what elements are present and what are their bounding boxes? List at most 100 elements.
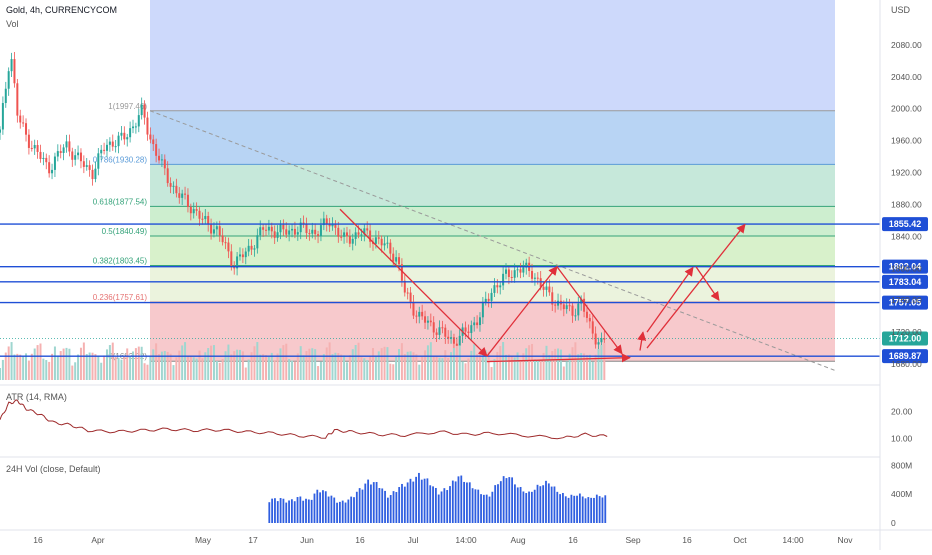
candle-body: [588, 317, 591, 322]
candle-body: [302, 222, 305, 224]
vol24-bar: [367, 479, 370, 523]
vol24-bar: [578, 493, 581, 523]
candle-body: [366, 228, 369, 231]
vol24-bar: [471, 488, 474, 523]
volume-bar: [302, 355, 305, 380]
volume-bar: [505, 354, 507, 380]
candle-body: [152, 139, 155, 145]
vol24-bar: [533, 489, 536, 523]
vol24-bar: [322, 490, 324, 523]
level-price-label: 1783.04: [889, 277, 922, 287]
candle-body: [406, 292, 409, 294]
vol24-bar: [341, 500, 344, 523]
volume-bar: [519, 359, 522, 380]
currency-label: USD: [891, 5, 911, 15]
candle-body: [392, 253, 395, 262]
candle-body: [340, 236, 343, 238]
volume-bar: [583, 353, 586, 380]
vol24-bar: [468, 482, 471, 523]
analysis-arrow: [486, 353, 631, 363]
vol24-bar: [293, 501, 296, 523]
atr-label: ATR (14, RMA): [6, 392, 67, 402]
volume-bar: [351, 349, 354, 380]
volume-bar: [48, 361, 51, 380]
fib-level-label: 0.382(1803.45): [93, 257, 148, 266]
volume-bar: [293, 361, 296, 380]
vol24-bar: [358, 488, 361, 523]
candle-body: [163, 159, 166, 169]
volume-bar: [455, 345, 458, 380]
volume-bar: [317, 366, 320, 380]
vol24-bar: [319, 492, 322, 523]
price-tick-label: 1880.00: [891, 199, 922, 209]
time-tick-label: 16: [682, 535, 692, 545]
vol24-bar: [418, 472, 420, 523]
vol24-bar: [542, 485, 545, 523]
vol24-bar: [508, 477, 511, 523]
vol24-bar: [282, 498, 285, 523]
candle-body: [403, 280, 406, 293]
vol24-bar: [389, 495, 392, 523]
volume-bar: [0, 368, 1, 380]
candle-body: [262, 227, 265, 230]
candle-body: [389, 242, 392, 254]
candle-body: [158, 155, 161, 161]
volume-bar: [137, 346, 140, 380]
volume-bar: [65, 347, 68, 380]
volume-bar: [450, 352, 453, 380]
volume-bar: [487, 351, 490, 380]
candle-body: [143, 104, 146, 118]
candle-body: [108, 141, 111, 145]
volume-bar: [594, 354, 597, 380]
vol24-bar: [415, 476, 418, 523]
volume-bar: [467, 358, 470, 380]
candle-body: [536, 277, 539, 279]
level-price-label: 1689.87: [889, 351, 922, 361]
volume-bar: [418, 364, 421, 380]
vol24-bar: [570, 494, 573, 523]
volume-bar: [424, 350, 427, 380]
volume-bar: [484, 350, 487, 380]
candle-body: [351, 238, 354, 244]
volume-bar: [103, 355, 106, 380]
volume-bar: [19, 354, 22, 380]
volume-bar: [132, 351, 135, 380]
volume-bar: [461, 361, 464, 380]
volume-bar: [74, 362, 77, 380]
candle-body: [13, 59, 16, 84]
vol24-bar: [344, 502, 347, 523]
candle-body: [74, 155, 77, 160]
candle-body: [19, 115, 22, 123]
volume-bar: [557, 348, 560, 380]
vol24-bar: [432, 486, 434, 523]
price-tick-label: 1960.00: [891, 136, 922, 146]
volume-bar: [51, 353, 54, 380]
candle-body: [267, 226, 270, 231]
candle-body: [591, 321, 594, 334]
analysis-arrow: [556, 266, 623, 355]
vol24-bar: [446, 490, 449, 523]
price-tick-label: 2000.00: [891, 104, 922, 114]
volume-bar: [363, 358, 366, 380]
candle-body: [7, 71, 10, 89]
candle-body: [276, 232, 279, 238]
candle-body: [4, 88, 7, 103]
level-price-tag: [882, 217, 928, 232]
vol24-bar: [598, 496, 601, 523]
vol24-bar: [545, 480, 547, 523]
volume-bar: [238, 349, 241, 380]
volume-bar: [476, 354, 479, 380]
candle-body: [36, 145, 39, 152]
vol24-bar: [477, 489, 480, 523]
candle-body: [565, 305, 568, 310]
candle-body: [186, 194, 189, 207]
volume-bar: [426, 345, 429, 380]
candle-body: [533, 277, 536, 279]
volume-bar: [16, 353, 19, 380]
fib-level-label: 0.786(1930.28): [93, 155, 148, 164]
candle-body: [452, 337, 455, 344]
vol24-bar: [268, 502, 271, 523]
candle-body: [568, 305, 571, 307]
